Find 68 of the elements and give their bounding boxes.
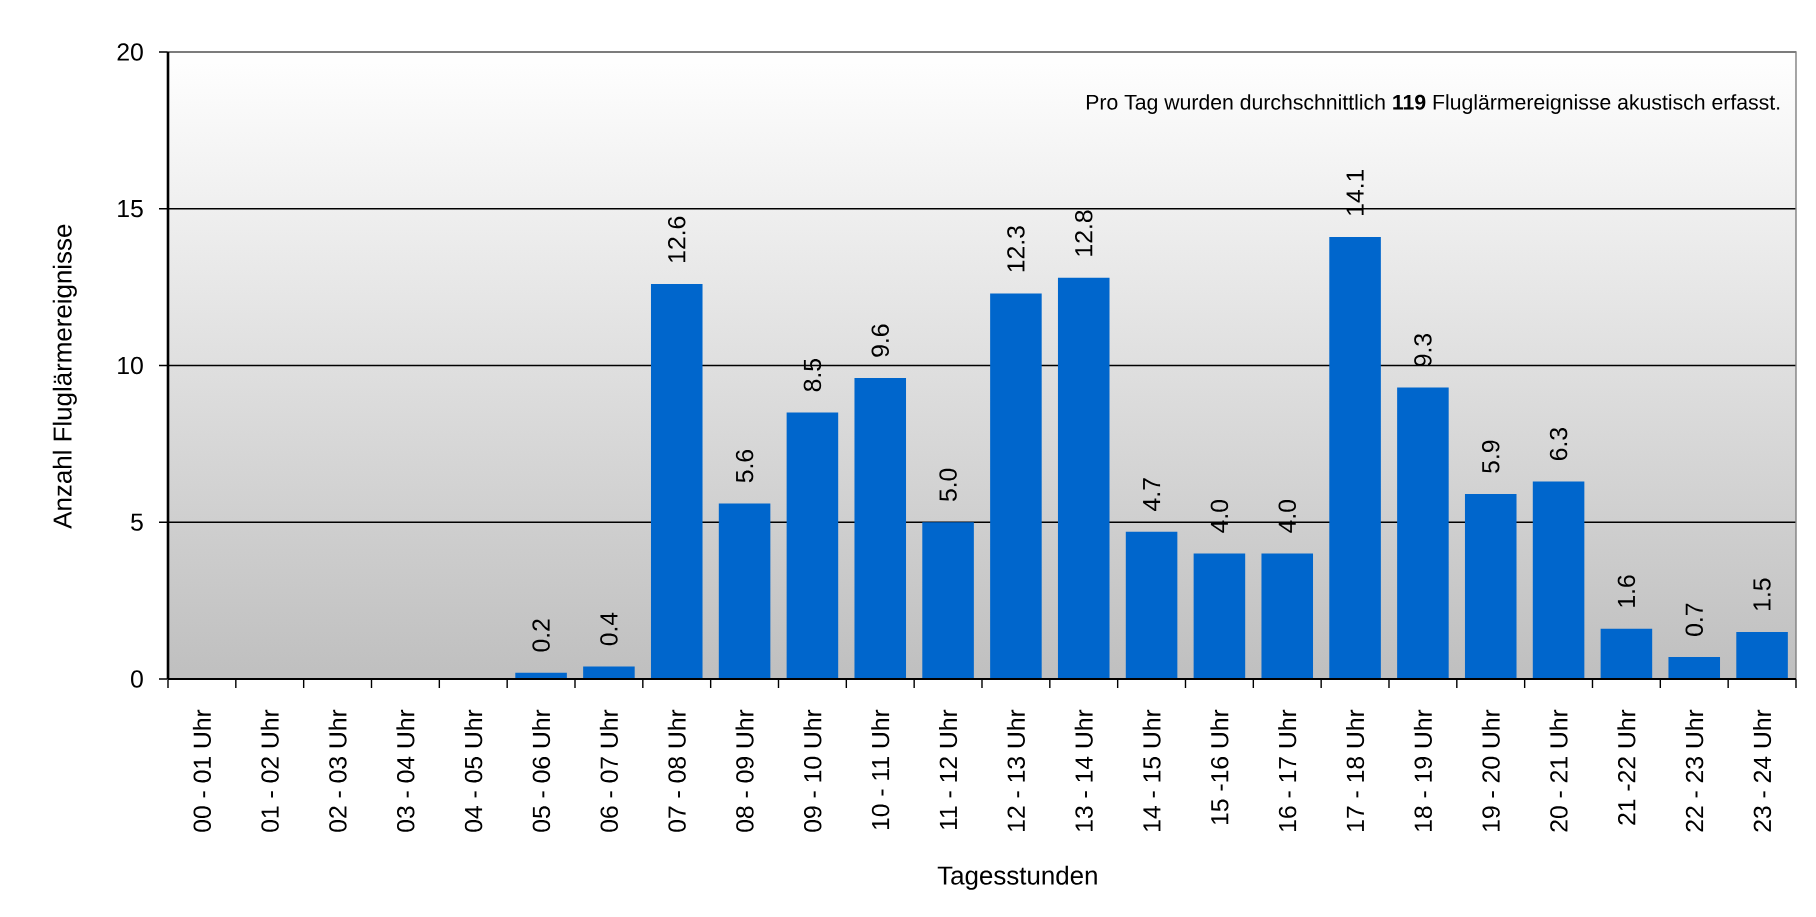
data-label: 9.6 xyxy=(871,324,889,357)
data-label: 8.5 xyxy=(803,359,822,392)
x-tick-label: 23 - 24 Uhr xyxy=(1753,709,1772,832)
bar xyxy=(1125,531,1178,679)
data-label: 1.5 xyxy=(1753,578,1771,610)
x-tick-label: 00 - 01 Uhr xyxy=(192,709,211,832)
x-tick-label: 19 - 20 Uhr xyxy=(1481,709,1500,831)
x-tick-label: 16 - 17 Uhr xyxy=(1278,709,1297,831)
data-label: 9.3 xyxy=(1414,333,1432,367)
bar xyxy=(1397,387,1449,679)
data-label: 1.6 xyxy=(1617,575,1636,607)
data-label: 5.6 xyxy=(735,449,754,483)
x-tick-label: 07 - 08 Uhr xyxy=(667,709,686,832)
bar xyxy=(990,293,1042,679)
x-tick-label: 15 -16 Uhr xyxy=(1210,709,1229,825)
bar xyxy=(1600,628,1653,679)
bar xyxy=(1464,494,1517,679)
bar xyxy=(922,522,974,679)
x-tick-label: 17 - 18 Uhr xyxy=(1346,709,1365,831)
bar xyxy=(1329,236,1381,679)
bar xyxy=(1057,277,1110,679)
x-tick-label: 01 - 02 Uhr xyxy=(260,709,279,832)
bar xyxy=(786,412,839,679)
y-tick-label: 20 xyxy=(117,43,143,61)
x-tick-label: 05 - 06 Uhr xyxy=(532,709,551,832)
data-label: 5.9 xyxy=(1481,440,1500,473)
x-tick-label: 14 - 15 Uhr xyxy=(1142,709,1161,831)
x-tick-label: 18 - 19 Uhr xyxy=(1413,709,1432,831)
x-tick-label: 22 - 23 Uhr xyxy=(1685,709,1704,832)
bar xyxy=(854,378,907,679)
x-tick-label: 21 -22 Uhr xyxy=(1617,709,1636,825)
x-tick-label: 09 - 10 Uhr xyxy=(803,709,822,832)
data-label: 0.7 xyxy=(1685,603,1703,636)
y-tick-label: 5 xyxy=(131,513,143,531)
x-tick-label: 13 - 14 Uhr xyxy=(1074,709,1093,831)
data-label: 0.2 xyxy=(532,619,550,652)
x-axis-title: Tagesstunden xyxy=(937,865,1097,890)
y-tick-label: 10 xyxy=(118,356,143,375)
y-axis-title: Anzahl Fluglärmereignisse xyxy=(52,224,77,529)
x-tick-label: 06 - 07 Uhr xyxy=(599,709,618,832)
data-label: 4.0 xyxy=(1278,500,1296,533)
data-label: 0.4 xyxy=(600,612,618,646)
x-tick-label: 02 - 03 Uhr xyxy=(328,709,347,832)
data-label: 12.6 xyxy=(668,216,686,262)
x-tick-label: 10 - 11 Uhr xyxy=(871,709,890,830)
bar xyxy=(1193,553,1246,679)
data-label: 6.3 xyxy=(1549,428,1568,461)
x-tick-label: 04 - 05 Uhr xyxy=(464,709,483,832)
data-label: 4.0 xyxy=(1210,500,1229,533)
data-label: 12.8 xyxy=(1075,210,1093,256)
x-tick-label: 11 - 12 Uhr xyxy=(939,709,958,830)
y-tick-label: 0 xyxy=(131,670,143,688)
x-tick-label: 03 - 04 Uhr xyxy=(396,709,415,832)
bar xyxy=(1532,481,1585,679)
annotation: Pro Tag wurden durchschnittlich 119 Fluglärmereignisse akustisch erfasst. xyxy=(1086,94,1780,114)
data-label: 12.3 xyxy=(1007,226,1025,272)
bar xyxy=(650,283,703,679)
bar xyxy=(1668,657,1721,679)
bar xyxy=(1261,553,1314,679)
x-tick-label: 08 - 09 Uhr xyxy=(735,709,754,832)
x-tick-label: 20 - 21 Uhr xyxy=(1549,709,1568,832)
data-label: 4.7 xyxy=(1143,478,1161,511)
bar xyxy=(583,666,635,679)
y-tick-label: 15 xyxy=(118,200,143,218)
data-label: 5.0 xyxy=(939,468,957,502)
bar xyxy=(1736,631,1788,679)
x-tick-label: 12 - 13 Uhr xyxy=(1006,709,1025,831)
bar xyxy=(718,503,771,679)
